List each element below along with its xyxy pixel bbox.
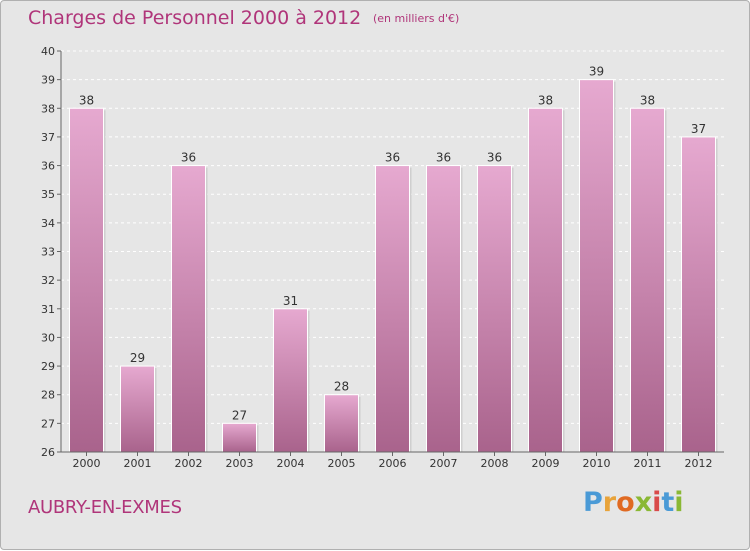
x-tick-label: 2005: [328, 457, 356, 470]
logo-letter: P: [583, 487, 603, 518]
data-label: 28: [334, 380, 349, 394]
chart-title: Charges de Personnel 2000 à 2012: [28, 7, 362, 29]
x-tick-label: 2010: [583, 457, 611, 470]
data-label: 31: [283, 294, 298, 308]
y-tick-label: 29: [41, 360, 55, 373]
x-tick-label: 2002: [175, 457, 203, 470]
y-tick-label: 27: [41, 417, 55, 430]
y-tick-label: 34: [41, 217, 55, 230]
bars: [69, 79, 718, 453]
data-labels: 38 29 36 27 31 28 36 36 36 38 39 38 37: [79, 65, 706, 423]
x-tick-label: 2007: [430, 457, 458, 470]
logo-letter: i: [652, 487, 662, 518]
bar-2009[interactable]: [528, 107, 563, 453]
x-tick-label: 2011: [634, 457, 662, 470]
y-tick-label: 28: [41, 389, 55, 402]
logo-letter: o: [616, 487, 635, 518]
bar-2007[interactable]: [426, 165, 461, 453]
data-label: 27: [232, 408, 247, 422]
x-tick-label: 2003: [226, 457, 254, 470]
chart-subtitle: (en milliers d'€): [373, 12, 460, 25]
axes: 26 27 28 29 30 31 32 33 34 35 36 37 38 39 40 2000 2001 20…: [41, 45, 724, 470]
data-label: 36: [487, 151, 502, 165]
data-label: 38: [79, 93, 94, 107]
y-tick-label: 30: [41, 331, 55, 344]
data-label: 38: [538, 93, 553, 107]
data-label: 36: [181, 151, 196, 165]
y-tick-label: 40: [41, 45, 55, 58]
data-label: 38: [640, 93, 655, 107]
y-tick-label: 31: [41, 303, 55, 316]
bar-2000[interactable]: [69, 107, 104, 453]
bar-2011[interactable]: [630, 107, 665, 453]
x-tick-label: 2008: [481, 457, 509, 470]
y-tick-label: 39: [41, 74, 55, 87]
y-tick-label: 37: [41, 131, 55, 144]
y-tick-label: 33: [41, 246, 55, 259]
x-tick-label: 2009: [532, 457, 560, 470]
data-label: 29: [130, 351, 145, 365]
data-label: 37: [691, 122, 706, 136]
bar-2004[interactable]: [273, 308, 308, 453]
commune-name: AUBRY-EN-EXMES: [28, 497, 182, 518]
logo-letter: x: [634, 487, 653, 518]
data-label: 39: [589, 65, 604, 79]
proxiti-logo[interactable]: Proxiti: [583, 487, 684, 518]
logo-letter: i: [674, 487, 684, 518]
bar-2003[interactable]: [222, 422, 257, 453]
x-tick-label: 2004: [277, 457, 305, 470]
x-tick-label: 2001: [124, 457, 152, 470]
logo-letter: r: [602, 487, 617, 518]
x-tick-label: 2000: [73, 457, 101, 470]
bar-2008[interactable]: [477, 165, 512, 453]
logo-letter: t: [661, 487, 675, 518]
y-tick-label: 38: [41, 102, 55, 115]
y-tick-label: 26: [41, 446, 55, 459]
x-tick-label: 2006: [379, 457, 407, 470]
bar-2002[interactable]: [171, 165, 206, 453]
bar-2006[interactable]: [375, 165, 410, 453]
y-tick-label: 36: [41, 160, 55, 173]
x-tick-label: 2012: [685, 457, 713, 470]
y-tick-label: 35: [41, 188, 55, 201]
bar-2001[interactable]: [120, 365, 155, 453]
bar-2012[interactable]: [681, 136, 716, 453]
y-tick-label: 32: [41, 274, 55, 287]
data-label: 36: [436, 151, 451, 165]
data-label: 36: [385, 151, 400, 165]
bar-2005[interactable]: [324, 394, 359, 453]
bar-2010[interactable]: [579, 79, 614, 453]
